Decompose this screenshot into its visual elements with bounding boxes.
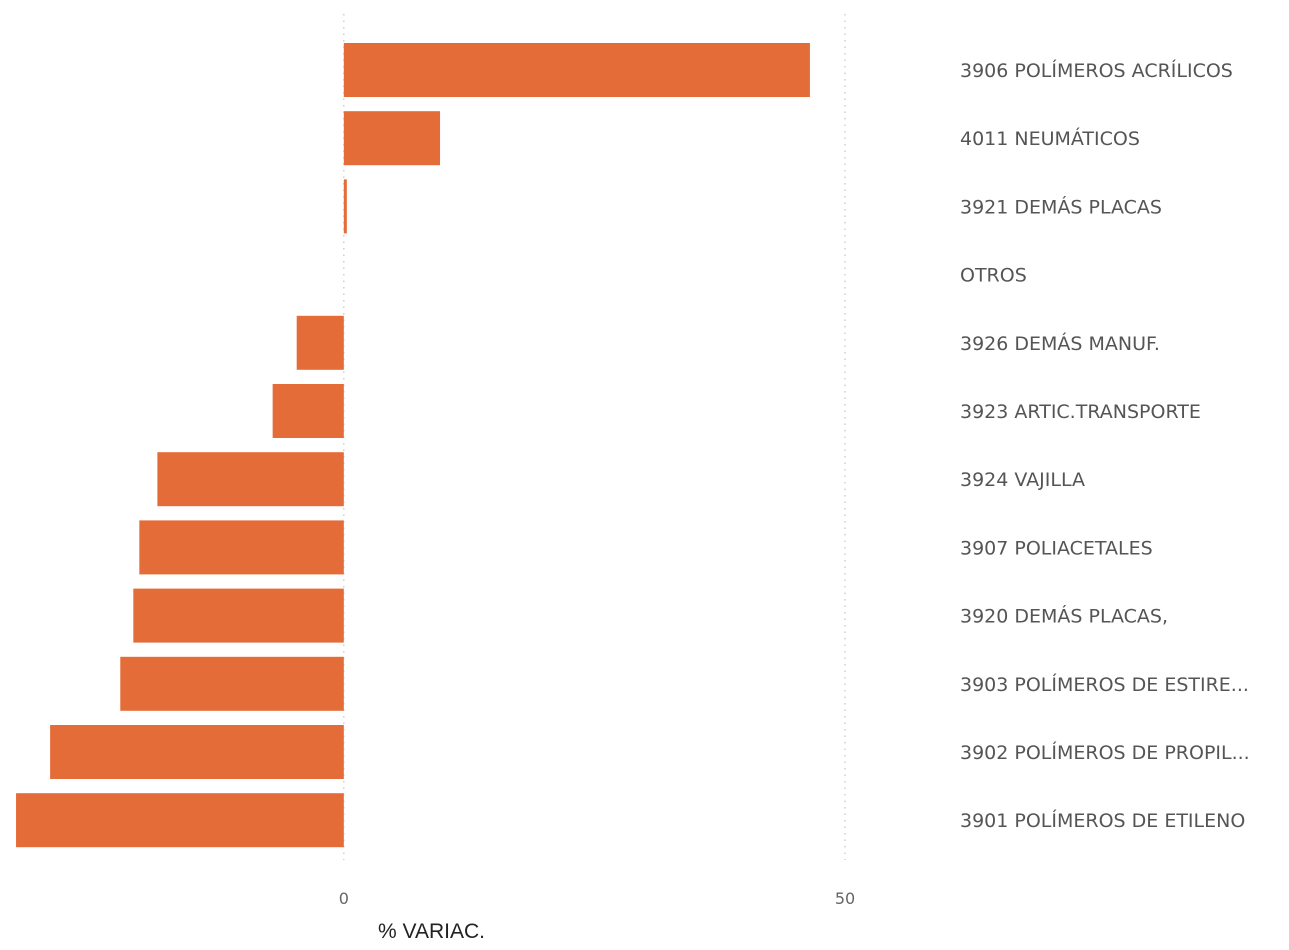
bar-2[interactable] (343, 179, 347, 234)
category-label-5: 3923 ARTIC.TRANSPORTE (960, 401, 1201, 423)
category-label-1: 4011 NEUMÁTICOS (960, 127, 1140, 150)
x-tick-label-1: 50 (835, 889, 855, 908)
category-label-11: 3901 POLÍMEROS DE ETILENO (960, 809, 1245, 832)
bar-10[interactable] (50, 725, 344, 779)
category-labels: 3906 POLÍMEROS ACRÍLICOS 4011 NEUMÁTICOS 3… (960, 59, 1250, 832)
bar-7[interactable] (139, 520, 344, 575)
category-label-0: 3906 POLÍMEROS ACRÍLICOS (960, 59, 1233, 82)
bar-8[interactable] (133, 588, 344, 643)
category-label-2: 3921 DEMÁS PLACAS (960, 195, 1162, 218)
category-label-9: 3903 POLÍMEROS DE ESTIRE... (960, 673, 1249, 696)
bar-1[interactable] (343, 111, 441, 166)
category-label-3: OTROS (960, 265, 1027, 287)
category-label-4: 3926 DEMÁS MANUF. (960, 332, 1160, 355)
x-axis-title: % VARIAC. (378, 920, 485, 943)
x-axis-ticks: 0 50 (339, 889, 855, 908)
bar-4[interactable] (296, 315, 344, 370)
category-label-10: 3902 POLÍMEROS DE PROPIL... (960, 741, 1250, 764)
x-tick-label-0: 0 (339, 889, 349, 908)
category-label-6: 3924 VAJILLA (960, 469, 1085, 491)
bar-layer (16, 43, 810, 848)
bar-5[interactable] (272, 384, 344, 438)
bar-6[interactable] (157, 452, 344, 507)
bar-9[interactable] (120, 656, 344, 711)
bar-0[interactable] (343, 43, 810, 97)
category-label-7: 3907 POLIACETALES (960, 537, 1153, 559)
bar-11[interactable] (16, 793, 344, 848)
category-label-8: 3920 DEMÁS PLACAS, (960, 605, 1168, 628)
